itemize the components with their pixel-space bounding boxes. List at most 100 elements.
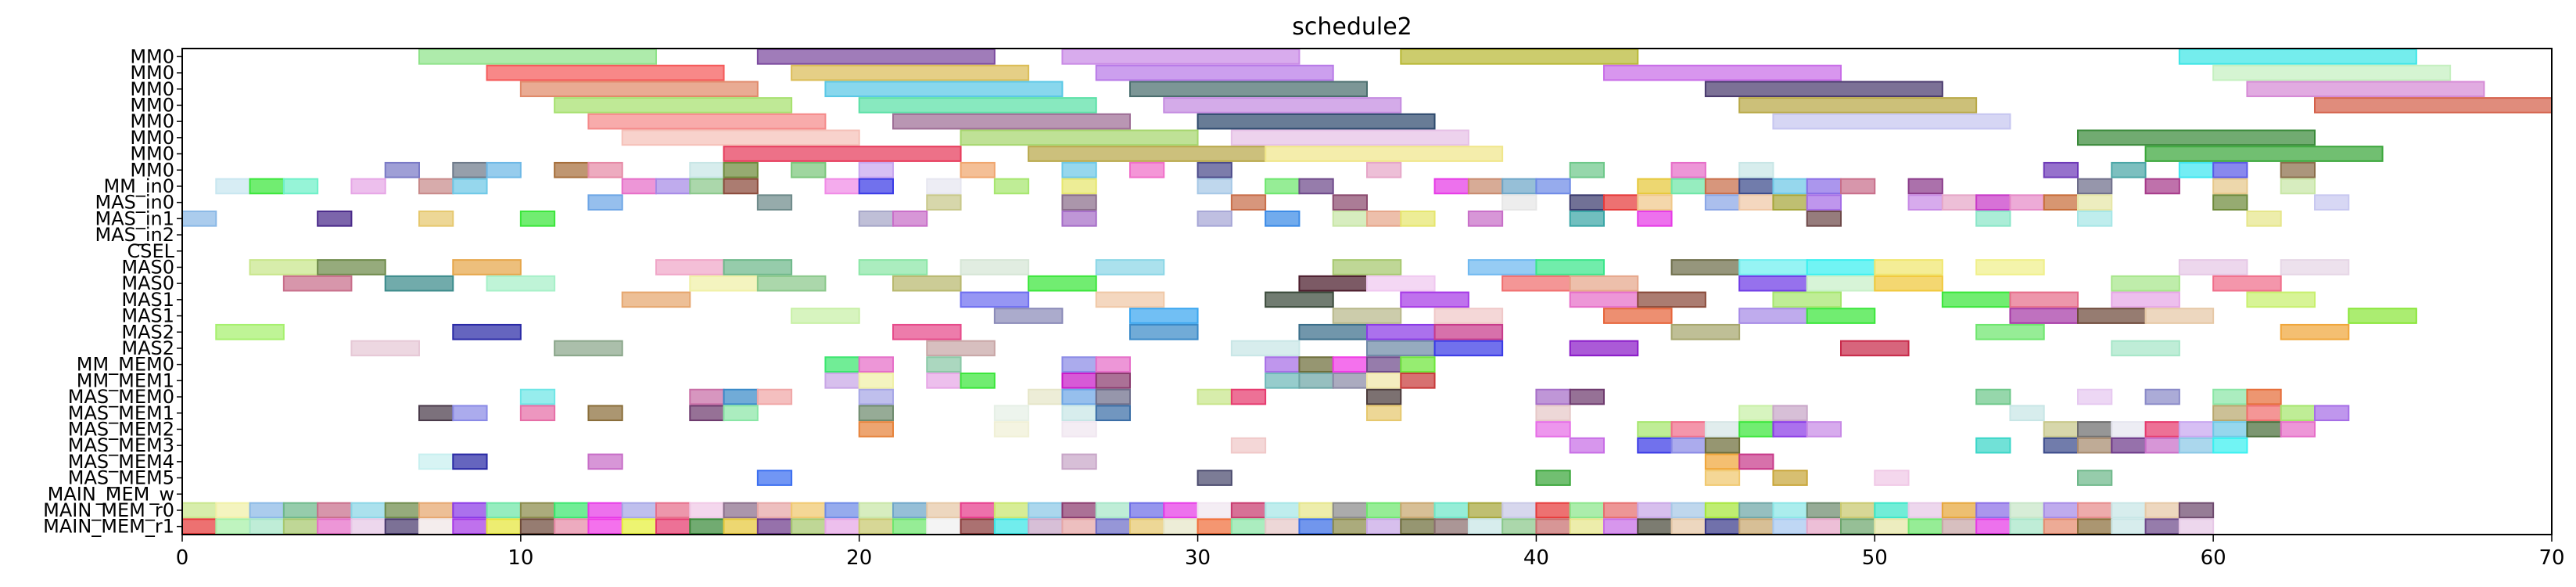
y-tick-label: MM0: [130, 94, 174, 116]
x-tick-label: 70: [2538, 546, 2564, 570]
task-bar: [1129, 81, 1368, 98]
task-bar: [452, 178, 488, 195]
task-bar: [960, 129, 1199, 146]
task-bar: [1806, 502, 1842, 519]
task-bar: [2178, 502, 2215, 519]
task-bar: [960, 161, 996, 178]
task-bar: [1907, 178, 1943, 195]
task-bar: [1670, 421, 1706, 438]
task-bar: [858, 405, 894, 422]
task-bar: [858, 502, 894, 519]
task-bar: [282, 275, 353, 292]
task-bar: [2111, 275, 2180, 292]
task-bar: [1095, 502, 1131, 519]
task-bar: [350, 502, 386, 519]
task-bar: [892, 323, 962, 340]
task-bar: [1603, 194, 1639, 211]
task-bar: [1433, 502, 1469, 519]
task-bar: [1975, 194, 2011, 211]
task-bar: [858, 161, 894, 178]
task-bar: [1603, 502, 1639, 519]
task-bar: [1569, 211, 1605, 227]
task-bar: [2009, 405, 2045, 422]
task-bar: [621, 502, 658, 519]
task-bar: [1332, 356, 1368, 373]
task-bar: [2212, 437, 2248, 454]
task-bar: [1197, 470, 1232, 486]
task-bar: [1806, 275, 1876, 292]
task-bar: [1772, 405, 1808, 422]
task-bar: [892, 275, 962, 292]
task-bar: [1704, 453, 1741, 470]
task-bar: [1366, 340, 1436, 357]
task-bar: [1975, 518, 2011, 535]
task-bar: [1603, 518, 1639, 535]
task-bar: [317, 518, 353, 535]
task-bar: [1163, 502, 1199, 519]
task-bar: [1535, 502, 1571, 519]
y-tick-label: MM_MEM0: [77, 354, 174, 376]
task-bar: [1163, 518, 1199, 535]
task-bar: [756, 49, 996, 65]
task-bar: [2144, 178, 2180, 195]
task-bar: [2111, 340, 2180, 357]
task-bar: [892, 518, 928, 535]
task-bar: [1941, 194, 1978, 211]
task-bar: [1535, 178, 1571, 195]
task-bar: [1772, 421, 1808, 438]
x-tick-label: 0: [176, 546, 189, 570]
task-bar: [1637, 437, 1673, 454]
task-bar: [2043, 421, 2079, 438]
task-bar: [621, 291, 691, 308]
x-tick-label: 20: [846, 546, 872, 570]
task-bar: [519, 502, 556, 519]
task-bar: [1061, 49, 1301, 65]
task-bar: [926, 194, 962, 211]
task-bar: [1061, 178, 1097, 195]
task-bar: [1230, 388, 1267, 405]
task-bar: [554, 518, 590, 535]
task-bar: [1061, 211, 1097, 227]
task-bar: [1467, 178, 1504, 195]
task-bar: [1535, 518, 1571, 535]
task-bar: [2144, 308, 2215, 324]
task-bar: [2077, 129, 2316, 146]
task-bar: [1197, 113, 1436, 130]
task-bar: [1975, 259, 2045, 275]
task-bar: [1975, 437, 2011, 454]
task-bar: [1095, 259, 1165, 275]
y-tick-label: MAS_MEM1: [68, 402, 174, 424]
task-bar: [249, 259, 319, 275]
task-bar: [926, 356, 962, 373]
task-bar: [1366, 518, 1402, 535]
task-bar: [2077, 194, 2113, 211]
task-bar: [1061, 161, 1097, 178]
task-bar: [1061, 502, 1097, 519]
task-bar: [1061, 373, 1097, 389]
task-bar: [1704, 421, 1741, 438]
y-tick-label: MAS_MEM2: [68, 418, 174, 440]
task-bar: [1400, 373, 1436, 389]
task-bar: [1738, 259, 1808, 275]
task-bar: [1670, 323, 1741, 340]
task-bar: [2212, 405, 2248, 422]
task-bar: [554, 502, 590, 519]
task-bar: [1061, 388, 1097, 405]
x-axis: 0 10 20 30 40 50 60 70: [176, 535, 2565, 570]
task-bar: [1603, 308, 1673, 324]
task-bar: [1501, 178, 1537, 195]
task-bar: [2111, 437, 2147, 454]
x-tick-label: 60: [2201, 546, 2226, 570]
task-bar: [1738, 178, 1774, 195]
y-tick-label: MAS_in2: [95, 224, 174, 246]
task-bar: [723, 405, 759, 422]
task-bar: [2077, 437, 2113, 454]
task-bar: [1670, 161, 1706, 178]
task-bar: [1332, 373, 1368, 389]
task-bar: [1095, 388, 1131, 405]
task-bar: [1095, 405, 1131, 422]
task-bar: [486, 518, 522, 535]
task-bar: [1637, 291, 1706, 308]
task-bar: [1400, 356, 1436, 373]
task-bar: [960, 373, 996, 389]
